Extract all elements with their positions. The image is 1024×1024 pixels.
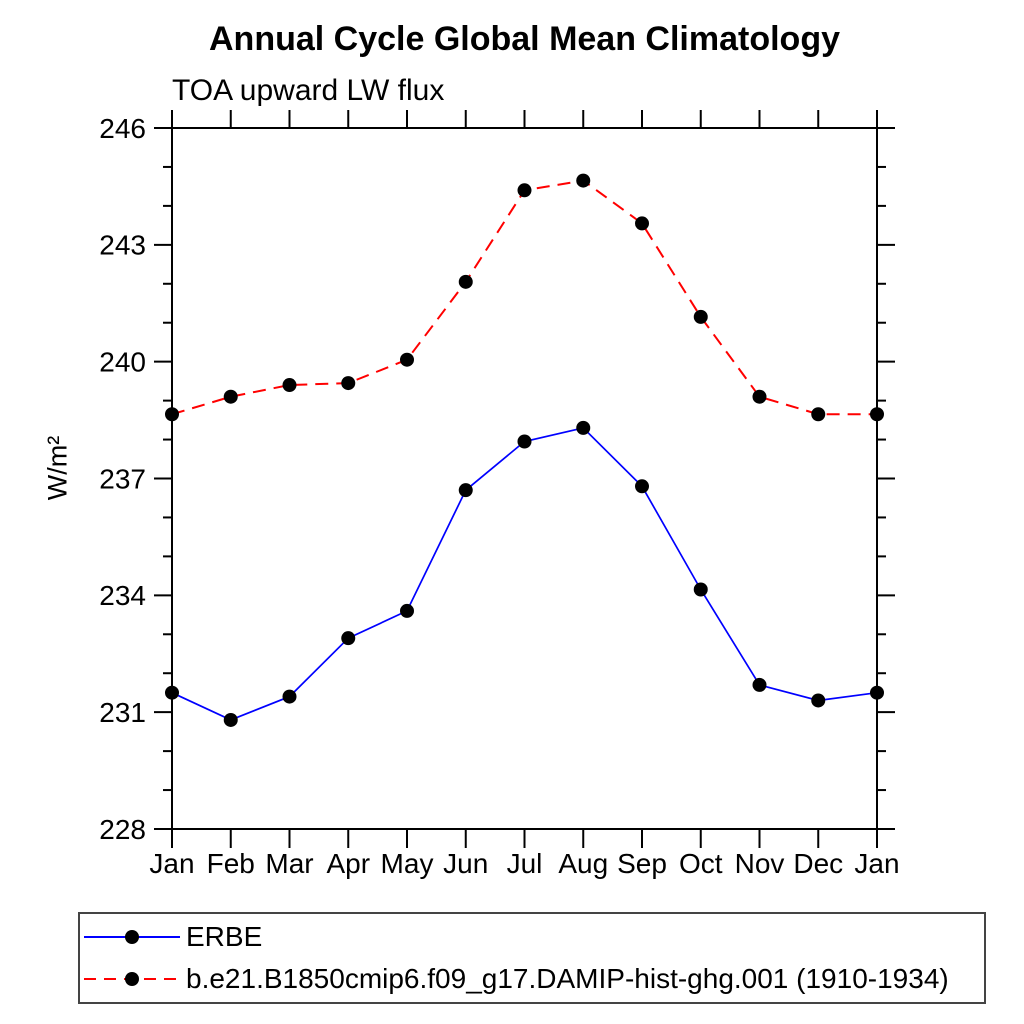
- chart-title: Annual Cycle Global Mean Climatology: [209, 20, 840, 58]
- x-tick-month-label: Jul: [507, 848, 543, 879]
- black-marker-dot-icon: [125, 972, 139, 987]
- data-point-marker: [870, 407, 884, 422]
- legend-label-model: b.e21.B1850cmip6.f09_g17.DAMIP-hist-ghg.…: [186, 963, 949, 995]
- data-point-marker: [870, 685, 884, 700]
- x-tick-month-label: May: [381, 848, 434, 879]
- data-point-marker: [400, 352, 414, 367]
- y-tick-label: 246: [99, 113, 146, 144]
- chart-subtitle: TOA upward LW flux: [172, 74, 445, 107]
- data-point-marker: [811, 693, 826, 708]
- plot-frame: [171, 127, 878, 830]
- legend-sample-erbe: [84, 929, 180, 944]
- data-point-marker: [517, 183, 532, 198]
- data-point-marker: [458, 274, 473, 289]
- data-point-marker: [635, 479, 649, 494]
- x-tick-month-label: Aug: [558, 848, 608, 879]
- data-point-marker: [517, 434, 532, 449]
- data-point-marker: [693, 309, 708, 324]
- data-point-marker: [341, 376, 356, 391]
- data-point-marker: [165, 685, 179, 700]
- legend-box: ERBE b.e21.B1850cmip6.f09_g17.DAMIP-hist…: [78, 912, 986, 1004]
- data-point-marker: [341, 631, 356, 646]
- series-line-model: [171, 179, 877, 416]
- data-point-marker: [458, 483, 473, 498]
- data-point-marker: [165, 407, 179, 422]
- series-line-erbe: [171, 426, 878, 721]
- x-tick-month-label: Nov: [735, 848, 785, 879]
- x-tick-month-label: Dec: [793, 848, 843, 879]
- data-point-marker: [752, 677, 767, 692]
- legend-entry-model: b.e21.B1850cmip6.f09_g17.DAMIP-hist-ghg.…: [80, 959, 984, 999]
- data-point-marker: [576, 420, 591, 435]
- y-tick-label: 243: [99, 230, 146, 261]
- legend-label-erbe: ERBE: [186, 920, 263, 952]
- data-point-marker: [223, 712, 238, 727]
- y-tick-label: 240: [99, 346, 146, 377]
- x-tick-month-label: Jan: [149, 848, 194, 879]
- black-marker-dot-icon: [125, 929, 139, 944]
- x-tick-month-label: Feb: [207, 848, 255, 879]
- data-point-marker: [752, 389, 767, 404]
- data-point-marker: [693, 582, 708, 597]
- data-point-marker: [400, 603, 414, 618]
- x-tick-month-label: Apr: [326, 848, 370, 879]
- data-point-marker: [282, 378, 297, 393]
- x-tick-month-label: Mar: [265, 848, 313, 879]
- data-point-marker: [576, 173, 591, 188]
- x-tick-month-label: Oct: [679, 848, 723, 879]
- data-point-marker: [223, 389, 238, 404]
- y-tick-label: 228: [99, 814, 146, 845]
- x-tick-month-label: Jan: [854, 848, 899, 879]
- x-tick-month-label: Jun: [443, 848, 488, 879]
- data-point-marker: [635, 216, 649, 231]
- x-tick-month-label: Sep: [617, 848, 667, 879]
- legend-sample-model: [84, 972, 180, 987]
- data-point-marker: [811, 407, 826, 422]
- y-tick-label: 237: [99, 463, 146, 494]
- legend-entry-erbe: ERBE: [80, 917, 984, 957]
- y-tick-label: 234: [99, 580, 146, 611]
- y-tick-label: 231: [99, 697, 146, 728]
- data-point-marker: [282, 689, 297, 704]
